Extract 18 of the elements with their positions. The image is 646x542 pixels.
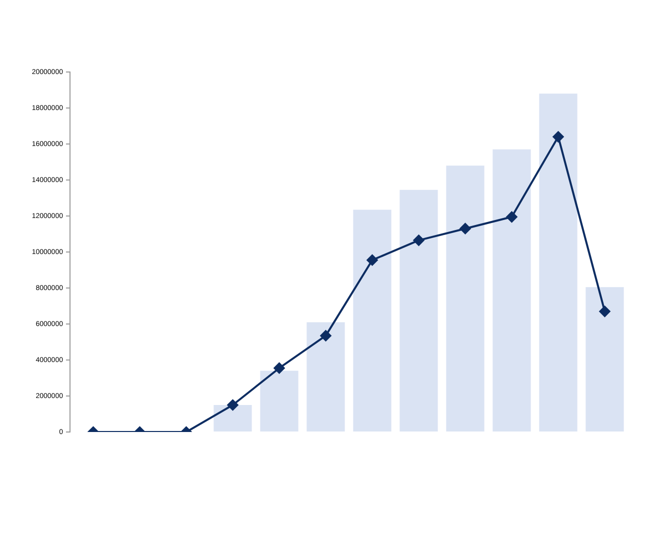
point [274, 362, 285, 374]
point [320, 330, 332, 342]
point [552, 131, 564, 142]
bar [306, 322, 345, 432]
point [413, 234, 424, 246]
bar [353, 210, 392, 432]
point [599, 306, 610, 317]
bar [539, 94, 578, 432]
bar [260, 370, 298, 432]
bar [214, 405, 252, 432]
bar [492, 149, 531, 432]
bar [400, 190, 438, 432]
point [227, 400, 238, 410]
point [460, 223, 471, 234]
point [366, 254, 378, 266]
bar [586, 287, 624, 432]
bar [446, 166, 484, 432]
point [506, 211, 518, 222]
